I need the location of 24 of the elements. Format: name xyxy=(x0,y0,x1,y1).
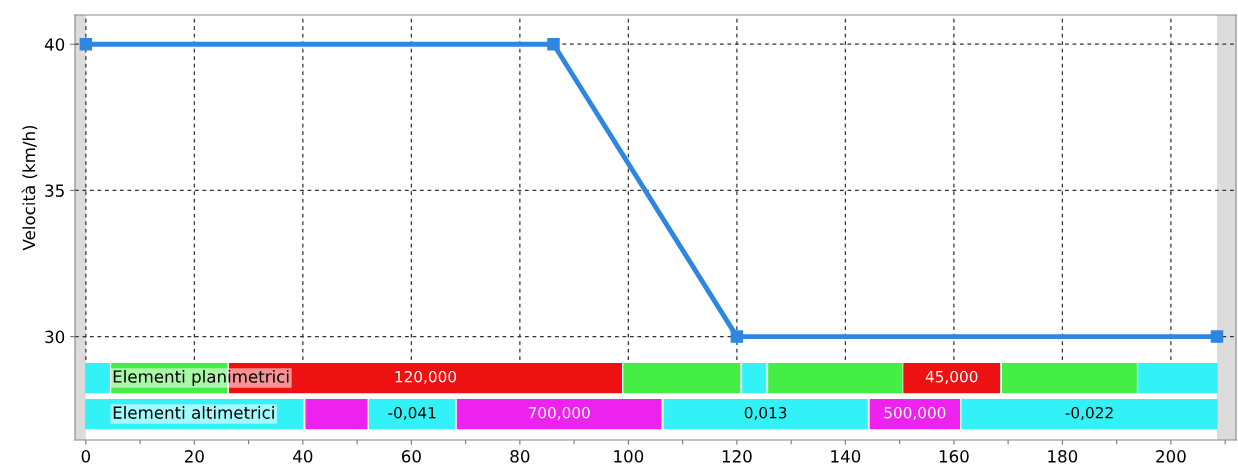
series-label: 0,013 xyxy=(744,406,787,421)
series-label: 500,000 xyxy=(884,406,946,421)
x-tick-label: 0 xyxy=(81,450,91,463)
category-label: Elementi planimetrici xyxy=(113,369,289,387)
x-tick-label: 40 xyxy=(293,450,313,463)
x-tick-label: 140 xyxy=(831,450,861,463)
series-label: -0,022 xyxy=(1065,406,1113,421)
x-tick-label: 80 xyxy=(510,450,530,463)
y-tick-label: 30 xyxy=(45,330,65,344)
x-tick-label: 200 xyxy=(1156,450,1186,463)
x-tick-label: 180 xyxy=(1048,450,1078,463)
x-tick-label: 20 xyxy=(184,450,204,463)
x-tick-label: 160 xyxy=(939,450,969,463)
series-label: 45,000 xyxy=(925,370,978,385)
y-tick-label: 35 xyxy=(45,184,64,197)
x-tick-label: 60 xyxy=(401,450,421,463)
series-label: 700,000 xyxy=(528,406,590,421)
series-label: 120,000 xyxy=(395,370,457,385)
x-tick-label: 100 xyxy=(614,450,644,463)
y-axis-title: Velocità (km/h) xyxy=(21,125,38,251)
series-label: -0,041 xyxy=(388,406,436,421)
category-label: Elementi altimetrici xyxy=(113,405,274,419)
y-tick-label: 40 xyxy=(44,38,65,51)
x-tick-label: 120 xyxy=(722,450,752,463)
